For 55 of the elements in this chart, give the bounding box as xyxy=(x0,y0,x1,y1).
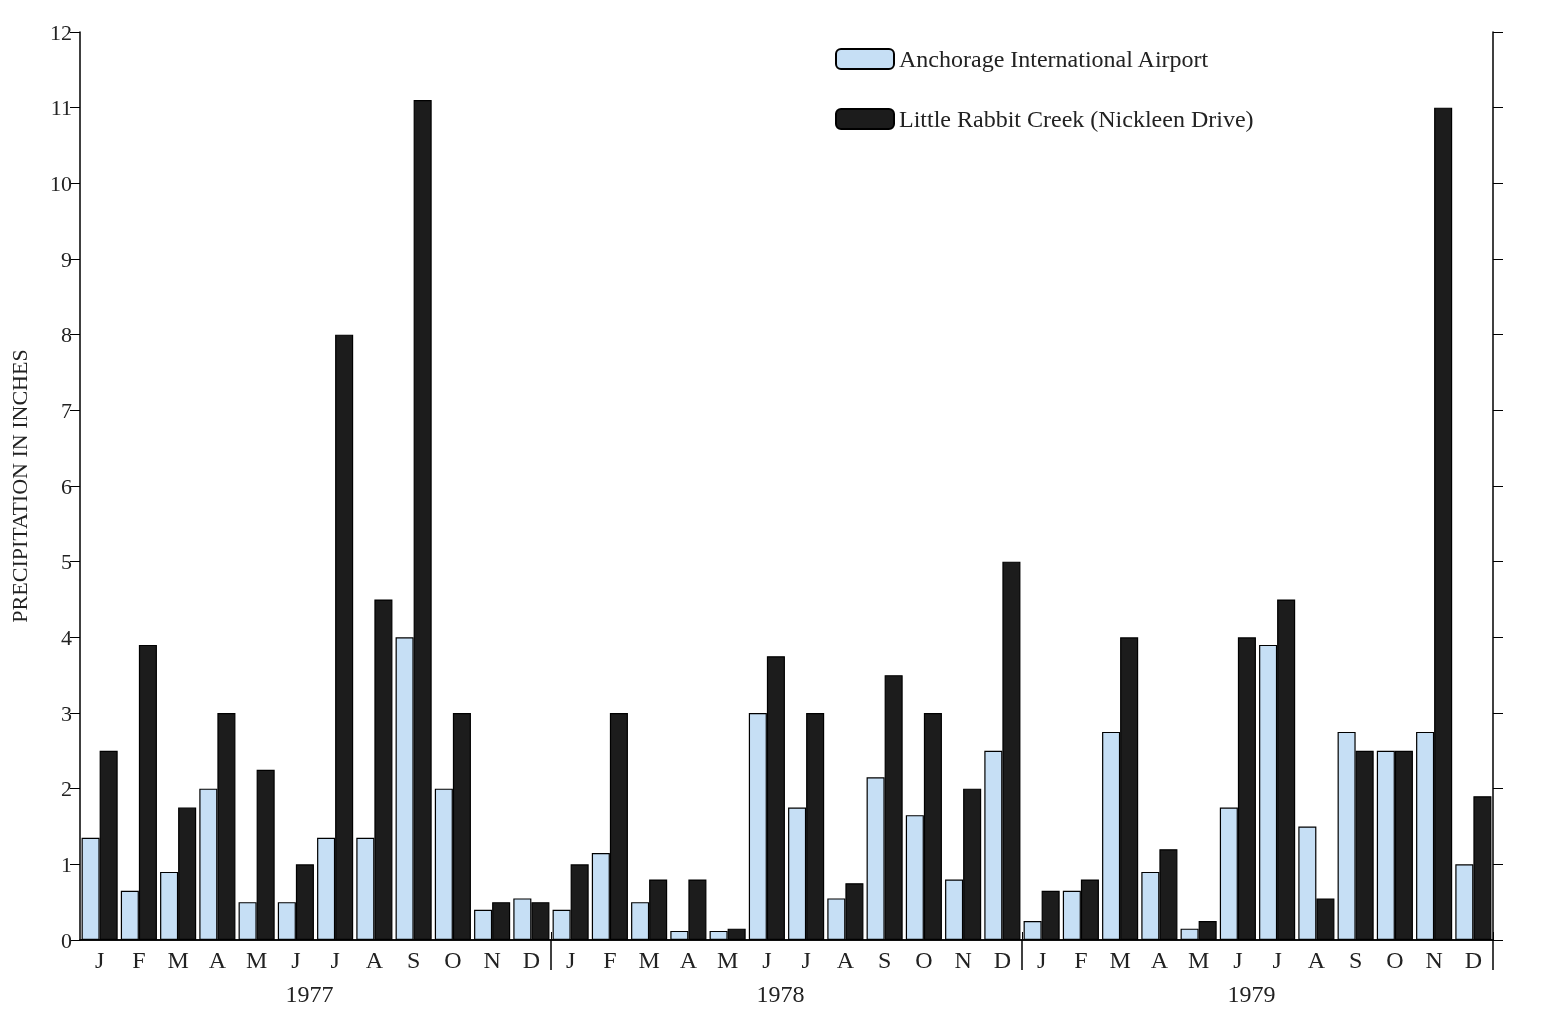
y-tick-label: 2 xyxy=(61,776,72,802)
text: 1978 xyxy=(756,981,805,1007)
x-tick-label: M xyxy=(167,947,189,973)
y-tick-label: 8 xyxy=(61,322,72,348)
y-axis-title: PRECIPITATION IN INCHES xyxy=(6,349,32,623)
x-tick-label: M xyxy=(245,947,268,973)
y-tick-label: 9 xyxy=(61,246,72,272)
text: 1979 xyxy=(1227,981,1276,1007)
x-tick-label: N xyxy=(1425,947,1443,973)
x-tick-label: O xyxy=(915,947,933,973)
x-tick-label: N xyxy=(954,947,972,973)
y-tick-label: 4 xyxy=(61,624,72,650)
x-tick-label: A xyxy=(679,947,698,973)
x-tick-label: A xyxy=(1307,947,1326,973)
x-tick-label: S xyxy=(1348,947,1363,973)
x-tick-label: F xyxy=(603,947,617,973)
x-tick-label: M xyxy=(638,947,660,973)
x-tick-label: D xyxy=(993,947,1012,973)
text: 1977 xyxy=(285,981,334,1007)
x-tick-label: J xyxy=(762,947,772,973)
y-tick-label: 5 xyxy=(61,549,72,575)
y-tick-label: 6 xyxy=(61,473,72,499)
x-tick-label: J xyxy=(330,947,340,973)
legend-label: Anchorage International Airport xyxy=(899,46,1209,72)
y-tick-label: 10 xyxy=(50,170,72,196)
x-tick-label: J xyxy=(801,947,811,973)
x-tick-label: J xyxy=(94,947,105,973)
x-tick-label: A xyxy=(208,947,227,973)
legend-label: Little Rabbit Creek (Nickleen Drive) xyxy=(899,106,1254,132)
x-tick-label: F xyxy=(1074,947,1088,973)
x-tick-label: F xyxy=(132,947,146,973)
y-tick-label: 3 xyxy=(61,700,72,726)
x-tick-label: D xyxy=(1464,947,1483,973)
x-tick-label: J xyxy=(1233,947,1243,973)
y-tick-label: 12 xyxy=(50,19,72,45)
x-tick-label: O xyxy=(1386,947,1404,973)
x-tick-label: N xyxy=(483,947,501,973)
y-tick-label: 7 xyxy=(61,397,72,423)
y-tick-label: 11 xyxy=(50,95,72,121)
x-tick-label: D xyxy=(522,947,541,973)
x-tick-label: J xyxy=(1272,947,1282,973)
x-tick-label: O xyxy=(444,947,462,973)
x-tick-label: A xyxy=(365,947,384,973)
y-tick-label: 1 xyxy=(61,851,72,877)
x-tick-label: A xyxy=(1150,947,1169,973)
x-tick-label: J xyxy=(565,947,576,973)
x-tick-label: S xyxy=(406,947,421,973)
y-tick-label: 0 xyxy=(61,927,72,953)
x-tick-label: M xyxy=(1187,947,1210,973)
x-tick-label: M xyxy=(716,947,739,973)
x-tick-label: J xyxy=(291,947,301,973)
x-tick-label: S xyxy=(877,947,892,973)
x-tick-label: M xyxy=(1109,947,1131,973)
x-tick-label: A xyxy=(836,947,855,973)
x-tick-label: J xyxy=(1036,947,1047,973)
